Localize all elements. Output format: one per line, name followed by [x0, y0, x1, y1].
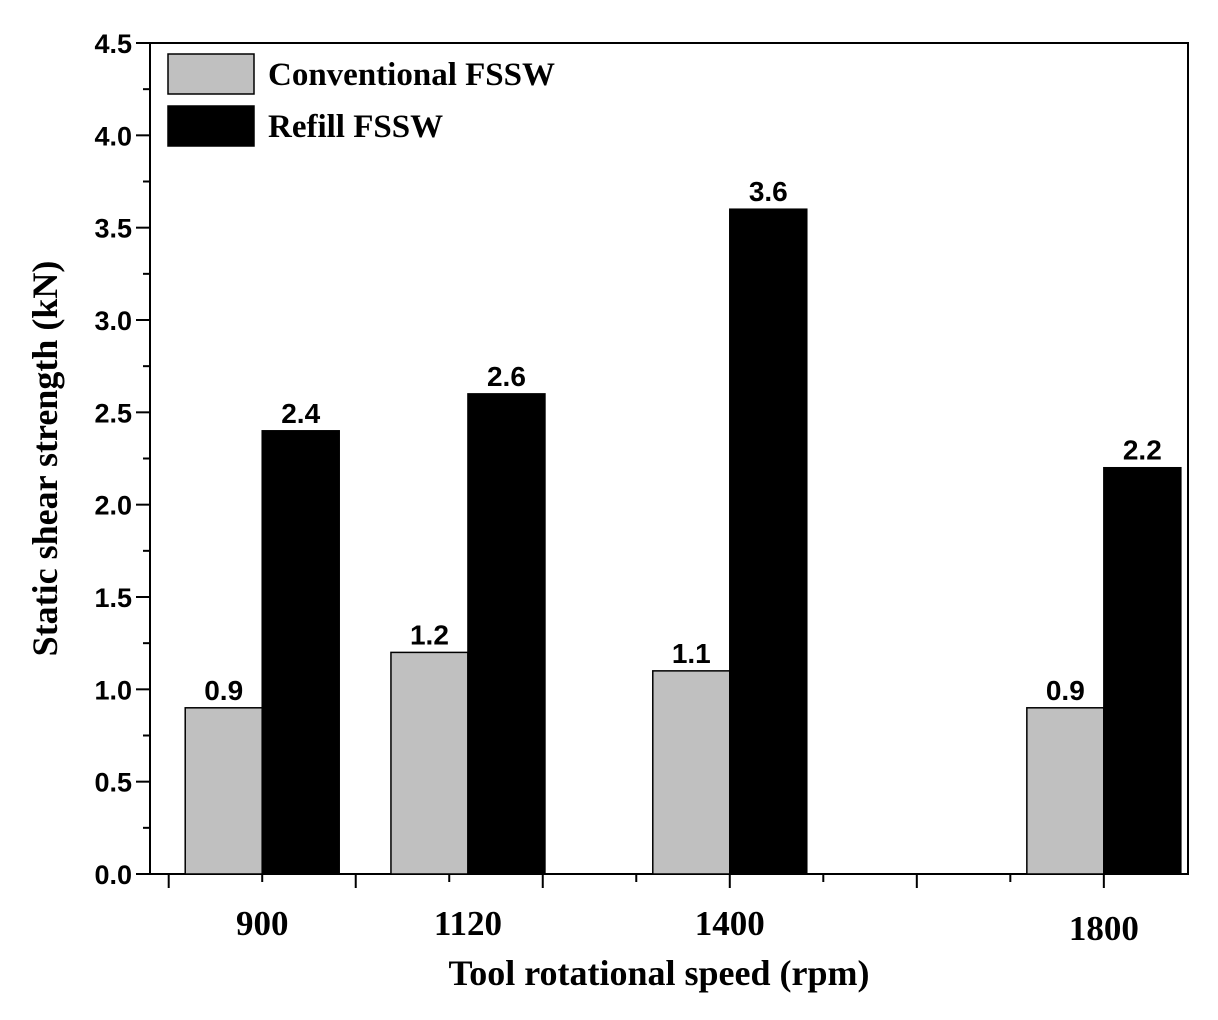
bar-conventional — [652, 670, 731, 875]
data-labels: 0.9 1.2 1.1 0.9 2.4 2.6 3.6 2.2 — [204, 176, 1162, 706]
x-tick-label: 900 — [236, 904, 289, 943]
data-label: 2.2 — [1123, 435, 1162, 466]
y-tick-label: 0.5 — [94, 768, 132, 798]
data-label: 3.6 — [749, 176, 788, 207]
legend-swatch-refill — [167, 105, 255, 147]
y-tick-label: 1.5 — [94, 583, 132, 613]
legend: Conventional FSSW Refill FSSW — [167, 53, 555, 147]
legend-label-conventional: Conventional FSSW — [268, 57, 555, 93]
data-label: 0.9 — [1046, 675, 1085, 706]
y-axis-title: Static shear strength (kN) — [25, 261, 65, 657]
y-tick-label: 3.5 — [94, 214, 132, 244]
y-axis: 0.0 0.5 1.0 1.5 2.0 2.5 3.0 3.5 4.0 4.5 — [94, 29, 150, 890]
bars — [184, 208, 1182, 875]
x-tick-label: 1800 — [1069, 909, 1139, 948]
x-axis-title: Tool rotational speed (rpm) — [448, 953, 869, 993]
bar-refill — [729, 208, 808, 875]
y-tick-label: 2.0 — [94, 491, 132, 521]
bar-conventional — [390, 651, 469, 875]
bar-conventional — [1026, 707, 1105, 875]
data-label: 1.1 — [672, 638, 711, 669]
bar-refill — [261, 430, 340, 875]
data-label: 2.6 — [487, 361, 526, 392]
y-tick-label: 4.5 — [94, 29, 132, 59]
data-label: 0.9 — [204, 675, 243, 706]
data-label: 1.2 — [410, 619, 449, 650]
x-axis: 900 1120 1400 1800 — [167, 874, 1139, 948]
bar-conventional — [184, 707, 263, 875]
legend-swatch-conventional — [167, 53, 255, 95]
data-label: 2.4 — [281, 398, 320, 429]
y-tick-label: 2.5 — [94, 398, 132, 428]
y-tick-label: 4.0 — [94, 121, 132, 151]
bar-refill — [467, 393, 546, 875]
x-tick-label: 1120 — [434, 904, 502, 943]
bar-refill — [1103, 466, 1182, 875]
y-tick-label: 0.0 — [94, 860, 132, 890]
y-tick-label: 1.0 — [94, 675, 132, 705]
x-tick-label: 1400 — [695, 904, 765, 943]
y-tick-label: 3.0 — [94, 306, 132, 336]
legend-label-refill: Refill FSSW — [268, 109, 443, 145]
